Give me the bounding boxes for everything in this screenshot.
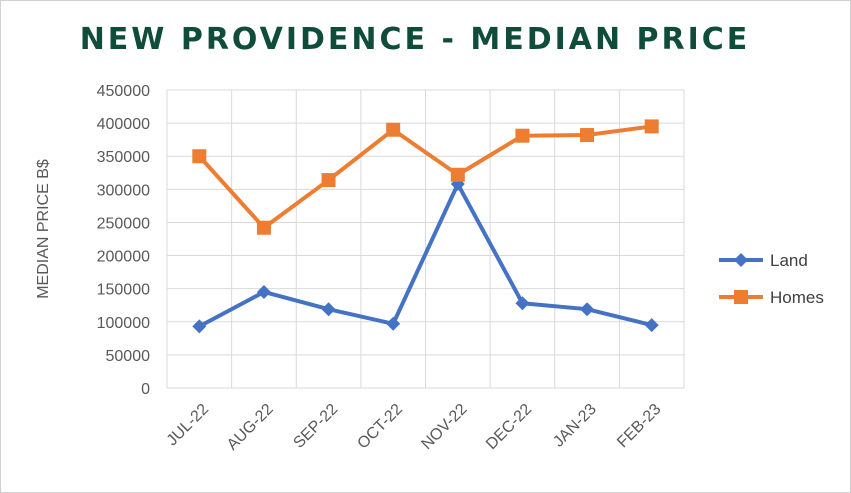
data-point bbox=[386, 122, 401, 137]
x-tick-label: FEB-23 bbox=[614, 401, 664, 451]
legend-marker bbox=[734, 290, 748, 304]
x-tick-label: OCT-22 bbox=[354, 401, 406, 453]
legend-item: Homes bbox=[719, 288, 824, 307]
chart-title: NEW PROVIDENCE - MEDIAN PRICE bbox=[80, 22, 751, 57]
data-point bbox=[192, 149, 207, 164]
y-tick-label: 200000 bbox=[97, 249, 150, 266]
x-tick-label: SEP-22 bbox=[290, 401, 341, 452]
y-tick-label: 150000 bbox=[97, 282, 150, 299]
series-homes bbox=[192, 119, 659, 235]
legend: Land Homes bbox=[719, 251, 824, 307]
data-point bbox=[321, 173, 336, 188]
data-point bbox=[644, 318, 659, 333]
y-tick-label: 100000 bbox=[97, 315, 150, 332]
y-tick-labels: 0 50000 100000 150000 200000 250000 300000 3500… bbox=[97, 83, 150, 398]
data-point bbox=[256, 284, 271, 299]
series-land bbox=[192, 177, 659, 334]
x-tick-labels: JUL-22 AUG-22 SEP-22 OCT-22 NOV-22 DEC-22 JAN-… bbox=[164, 401, 665, 454]
series-line bbox=[198, 182, 653, 329]
y-tick-label: 50000 bbox=[106, 348, 151, 365]
x-tick-label: JUL-22 bbox=[164, 401, 213, 450]
x-tick-label: DEC-22 bbox=[483, 401, 535, 453]
data-point bbox=[386, 316, 401, 331]
x-tick-label: AUG-22 bbox=[224, 401, 277, 454]
data-point bbox=[450, 167, 465, 182]
y-tick-label: 350000 bbox=[97, 149, 150, 166]
y-tick-label: 300000 bbox=[97, 182, 150, 199]
legend-item: Land bbox=[719, 251, 808, 270]
data-point bbox=[515, 296, 530, 311]
gridlines bbox=[166, 89, 685, 389]
series-group bbox=[192, 119, 659, 334]
x-tick-label: JAN-23 bbox=[550, 401, 600, 451]
legend-label: Homes bbox=[770, 288, 824, 307]
series-line bbox=[197, 124, 652, 230]
y-tick-label: 450000 bbox=[97, 83, 150, 100]
y-tick-label: 250000 bbox=[97, 215, 150, 232]
data-point bbox=[321, 302, 336, 317]
data-point bbox=[580, 302, 595, 317]
y-tick-label: 400000 bbox=[97, 116, 150, 133]
data-point bbox=[580, 128, 595, 143]
data-point bbox=[192, 319, 207, 334]
x-tick-label: NOV-22 bbox=[418, 401, 470, 453]
y-tick-label: 0 bbox=[141, 381, 150, 398]
legend-label: Land bbox=[770, 251, 808, 270]
data-point bbox=[644, 119, 659, 134]
y-axis-label: MEDIAN PRICE B$ bbox=[35, 159, 52, 299]
data-point bbox=[256, 220, 271, 235]
legend-marker bbox=[734, 253, 748, 267]
data-point bbox=[515, 128, 530, 143]
